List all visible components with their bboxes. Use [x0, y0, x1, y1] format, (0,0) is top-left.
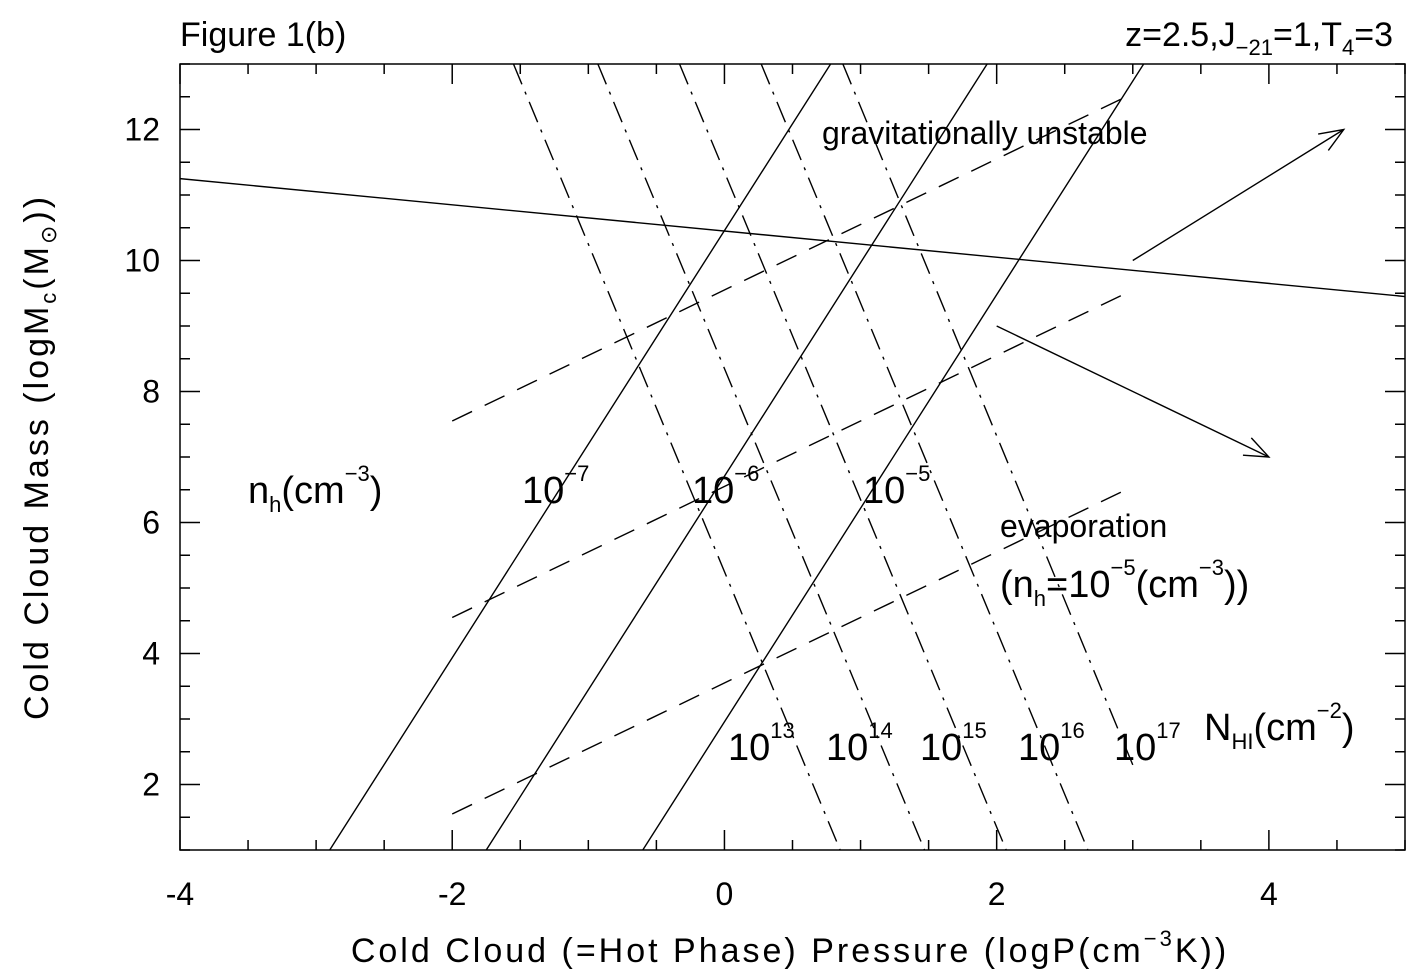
- series-line-solid-4: [642, 64, 1145, 850]
- annotation-nh-1e-6: 10−6: [692, 461, 759, 512]
- y-tick-label: 10: [124, 243, 160, 279]
- series-line-solid-1: [180, 177, 1405, 298]
- series-line-dashdot-11: [760, 64, 1089, 850]
- annotation-nhi-1e16: 1016: [1018, 718, 1085, 769]
- y-tick-label: 4: [142, 636, 160, 672]
- x-axis-label: Cold Cloud (=Hot Phase) Pressure (logP(c…: [351, 926, 1229, 970]
- series-line-dashed-6: [451, 289, 1134, 619]
- annotation-evaporation-density: (nh=10−5(cm−3)): [1000, 555, 1249, 611]
- annotation-nh-1e-7: 10−7: [522, 461, 589, 512]
- annotation-nh-1e-5: 10−5: [863, 461, 930, 512]
- annotation-nhi-1e13: 1013: [728, 718, 795, 769]
- axis-ticks: -4 -2 0 2 4 2 4 6 8 10 12: [124, 63, 1406, 912]
- annotation-arrow-1: [1132, 128, 1346, 262]
- y-tick-label: 6: [142, 505, 160, 541]
- series-group: [180, 64, 1405, 850]
- x-tick-label: -4: [166, 876, 194, 912]
- y-axis-label: Cold Cloud Mass (logMc(M⊙)): [18, 194, 61, 720]
- annotation-nhi-1e15: 1015: [920, 718, 987, 769]
- annotation-evaporation: evaporation: [1000, 508, 1167, 544]
- series-line-dashdot-8: [512, 64, 841, 850]
- x-tick-label: 0: [716, 876, 734, 912]
- annotation-nhi-label: NHI(cm−2): [1204, 698, 1355, 754]
- x-tick-label: 4: [1260, 876, 1278, 912]
- annotation-arrow-2: [996, 325, 1271, 458]
- series-line-dashed-7: [451, 485, 1134, 815]
- params-text: z=2.5,J−21=1,T4=3: [1125, 16, 1393, 60]
- annotation-nhi-1e17: 1017: [1114, 718, 1181, 769]
- series-line-dashdot-12: [842, 64, 1134, 766]
- annotation-nh-label: nh(cm−3): [248, 461, 382, 517]
- series-line-dashdot-9: [597, 64, 926, 850]
- arrows-group: [996, 128, 1346, 458]
- y-tick-label: 12: [124, 112, 160, 148]
- series-line-dashdot-10: [678, 64, 1007, 850]
- y-tick-label: 8: [142, 374, 160, 410]
- x-tick-label: 2: [988, 876, 1006, 912]
- annotation-nhi-1e14: 1014: [826, 718, 893, 769]
- series-line-solid-2: [329, 64, 832, 850]
- chart-title: Figure 1(b): [180, 16, 346, 54]
- y-tick-label: 2: [142, 767, 160, 803]
- annotation-grav-unstable: gravitationally unstable: [822, 115, 1148, 151]
- series-line-dashed-5: [451, 92, 1134, 422]
- series-line-solid-3: [485, 64, 988, 850]
- x-tick-label: -2: [438, 876, 466, 912]
